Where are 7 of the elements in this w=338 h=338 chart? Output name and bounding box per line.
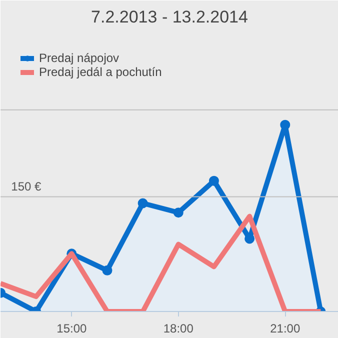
- ref-line-label: 150 €: [11, 180, 42, 194]
- x-tick-label: 15:00: [56, 322, 87, 336]
- legend-label: Predaj jedál a pochutín: [39, 65, 162, 79]
- x-tick-label: 21:00: [270, 322, 300, 336]
- chart-title: 7.2.2013 - 13.2.2014: [91, 8, 248, 26]
- legend-label: Predaj nápojov: [39, 51, 120, 65]
- x-tick-label: 18:00: [163, 322, 194, 336]
